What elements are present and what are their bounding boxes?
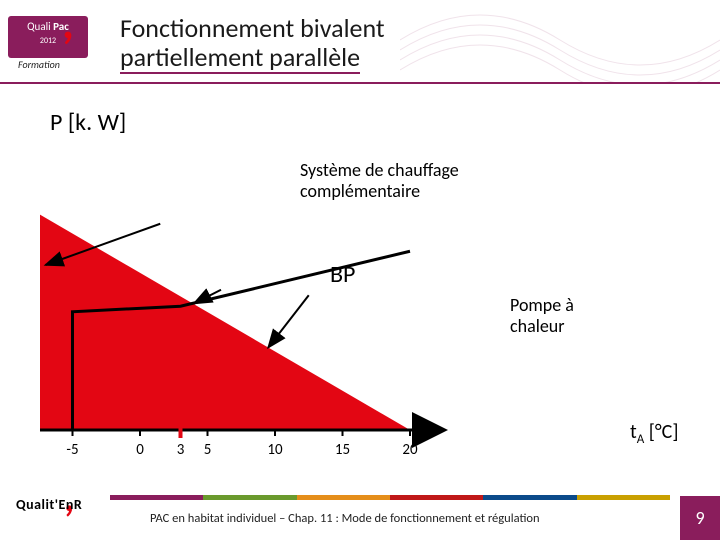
footer-logo-text: Qualit'EnR bbox=[16, 496, 96, 522]
x-tick-label: 15 bbox=[335, 441, 350, 459]
slide-title: Fonctionnement bivalent partiellement pa… bbox=[120, 14, 385, 74]
x-tick-label: 5 bbox=[204, 441, 212, 459]
x-tick-label: 3 bbox=[177, 441, 185, 459]
chart: P [k. W] PNom BP Système de chauffage co… bbox=[40, 100, 680, 480]
slide-header: Quali Pac 2012 , Formation Fonctionnemen… bbox=[0, 0, 720, 84]
slide-footer: , Qualit'EnR PAC en habitat individuel –… bbox=[0, 486, 720, 540]
color-bar-segment bbox=[483, 495, 576, 500]
x-tick-label: 10 bbox=[267, 441, 283, 459]
color-bar-segment bbox=[390, 495, 483, 500]
color-bar-segment bbox=[110, 495, 203, 500]
footer-caption: PAC en habitat individuel – Chap. 11 : M… bbox=[150, 511, 540, 526]
logo-comma-icon: , bbox=[62, 0, 74, 46]
header-wave-decoration bbox=[400, 0, 720, 84]
x-tick-label: -5 bbox=[66, 441, 78, 459]
footer-color-bar bbox=[110, 495, 670, 500]
color-bar-segment bbox=[297, 495, 390, 500]
color-bar-segment bbox=[203, 495, 296, 500]
x-tick-label: 0 bbox=[136, 441, 144, 459]
logo-year: 2012 bbox=[40, 36, 56, 46]
title-line-1: Fonctionnement bivalent bbox=[120, 12, 385, 44]
logo-box: Quali Pac 2012 bbox=[8, 16, 88, 58]
chart-svg: 108642-15-10-5035101520 bbox=[40, 100, 680, 480]
page-number: 9 bbox=[680, 496, 720, 540]
title-line-2: partiellement parallèle bbox=[120, 43, 360, 75]
qualitenr-logo: , Qualit'EnR bbox=[16, 490, 106, 534]
arrow-pump bbox=[268, 295, 309, 347]
qualipac-logo: Quali Pac 2012 , Formation bbox=[8, 6, 108, 62]
x-tick-label: 20 bbox=[402, 441, 418, 459]
logo-subtitle: Formation bbox=[18, 58, 60, 71]
color-bar-segment bbox=[577, 495, 670, 500]
logo-text-1: Quali bbox=[27, 20, 51, 33]
heat-demand-triangle bbox=[40, 155, 410, 430]
